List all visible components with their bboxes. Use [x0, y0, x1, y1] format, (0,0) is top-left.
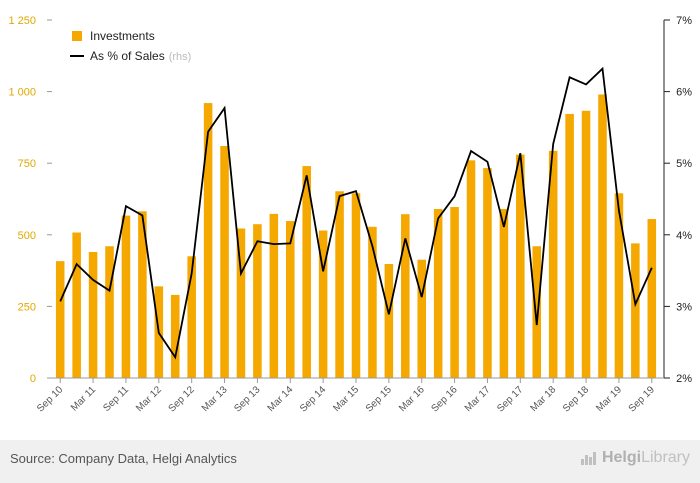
sales-ratio-polyline [59, 66, 653, 360]
bar-jun-17 [499, 209, 509, 378]
sales-ratio-line [59, 66, 653, 360]
right-tick-label: 2% [676, 373, 692, 385]
bar-sep-18 [581, 110, 591, 378]
bar-dec-17 [532, 246, 542, 378]
legend-investments-swatch [72, 31, 82, 41]
right-axis: 2% 3% 4% 5% 6% 7% [663, 15, 692, 385]
logo-prefix: Helgi [601, 449, 642, 466]
footer: Source: Company Data, Helgi Analytics He… [0, 440, 700, 483]
left-axis: 0 250 500 750 1 000 1 250 [8, 15, 52, 385]
left-tick-label: 500 [18, 230, 36, 242]
bar-sep-14 [318, 230, 328, 378]
bar-dec-16 [466, 160, 476, 378]
right-tick-label: 3% [676, 301, 692, 313]
bar-dec-18 [598, 94, 607, 379]
bar-sep-16 [450, 207, 459, 378]
right-tick-label: 7% [676, 15, 692, 27]
bar-sep-10 [55, 261, 65, 378]
bar-sep-15 [384, 264, 394, 378]
x-tick-label: Mar 19 [594, 384, 624, 414]
bar-jun-16 [433, 209, 443, 378]
bar-mar-18 [548, 150, 558, 378]
x-tick-label: Sep 12 [167, 384, 197, 414]
x-tick-label: Sep 19 [627, 384, 657, 414]
bar-sep-12 [187, 256, 196, 378]
bar-mar-17 [483, 168, 492, 378]
bar-sep-19 [647, 219, 657, 378]
bar-mar-13 [220, 146, 229, 378]
bar-jun-14 [302, 166, 311, 378]
investment-bars [55, 94, 657, 379]
bar-sep-11 [121, 215, 131, 378]
bar-sep-17 [516, 154, 525, 378]
bar-mar-14 [286, 221, 295, 378]
right-tick-label: 6% [676, 87, 692, 99]
legend-investments-label: Investments [90, 29, 155, 43]
legend-ratio-label: As % of Sales (rhs) [90, 49, 191, 63]
bar-jun-19 [631, 243, 640, 378]
x-tick-label: Sep 15 [364, 384, 394, 414]
legend-ratio-suffix: (rhs) [169, 51, 192, 63]
left-tick-label: 1 250 [8, 15, 36, 27]
x-tick-label: Mar 16 [397, 384, 427, 414]
right-tick-label: 4% [676, 230, 692, 242]
bar-mar-15 [351, 193, 361, 378]
bar-dec-12 [203, 103, 213, 378]
bar-jun-13 [236, 228, 246, 378]
bar-jun-12 [170, 294, 180, 378]
bar-dec-15 [401, 214, 410, 378]
bar-jun-11 [105, 246, 114, 378]
x-tick-label: Sep 14 [298, 384, 328, 414]
bar-mar-11 [88, 251, 98, 378]
bar-dec-14 [335, 191, 344, 378]
helgi-library-logo: HelgiLibrary [580, 449, 690, 467]
x-axis: Sep 10 Mar 11 Sep 11 Mar 12 Sep 12 Mar 13 Sep … [35, 377, 664, 415]
left-tick-label: 0 [30, 373, 36, 385]
bar-dec-11 [138, 211, 147, 378]
bar-mar-16 [417, 259, 426, 378]
x-tick-label: Mar 17 [463, 384, 493, 414]
left-tick-label: 1 000 [8, 87, 36, 99]
x-tick-label: Mar 12 [134, 384, 164, 414]
logo-suffix: Library [641, 449, 690, 466]
x-tick-label: Sep 10 [35, 384, 65, 414]
legend: Investments As % of Sales (rhs) [70, 29, 191, 63]
x-tick-label: Mar 14 [266, 384, 296, 414]
x-tick-label: Mar 18 [529, 384, 559, 414]
left-tick-label: 250 [18, 301, 36, 313]
source-note: Source: Company Data, Helgi Analytics [10, 451, 237, 466]
legend-ratio-name: As % of Sales [90, 49, 165, 63]
bar-sep-13 [253, 224, 262, 378]
chart: 0 250 500 750 1 000 1 250 2% 3% 4% 5% 6% 7% Sep 10… [8, 15, 692, 415]
x-tick-label: Sep 16 [430, 384, 460, 414]
x-tick-label: Sep 11 [101, 384, 131, 414]
x-tick-label: Mar 15 [331, 384, 361, 414]
helgi-logo-icon [580, 452, 596, 465]
x-tick-label: Mar 11 [69, 384, 99, 414]
bar-dec-10 [72, 232, 81, 378]
right-tick-label: 5% [676, 158, 692, 170]
bar-dec-13 [269, 213, 279, 378]
bar-mar-19 [614, 193, 624, 378]
bar-jun-18 [565, 113, 574, 378]
left-tick-label: 750 [18, 158, 36, 170]
bar-jun-15 [368, 226, 377, 378]
x-tick-label: Sep 13 [232, 384, 262, 414]
x-tick-label: Mar 13 [200, 384, 230, 414]
x-tick-label: Sep 18 [561, 384, 591, 414]
x-tick-label: Sep 17 [495, 384, 525, 414]
